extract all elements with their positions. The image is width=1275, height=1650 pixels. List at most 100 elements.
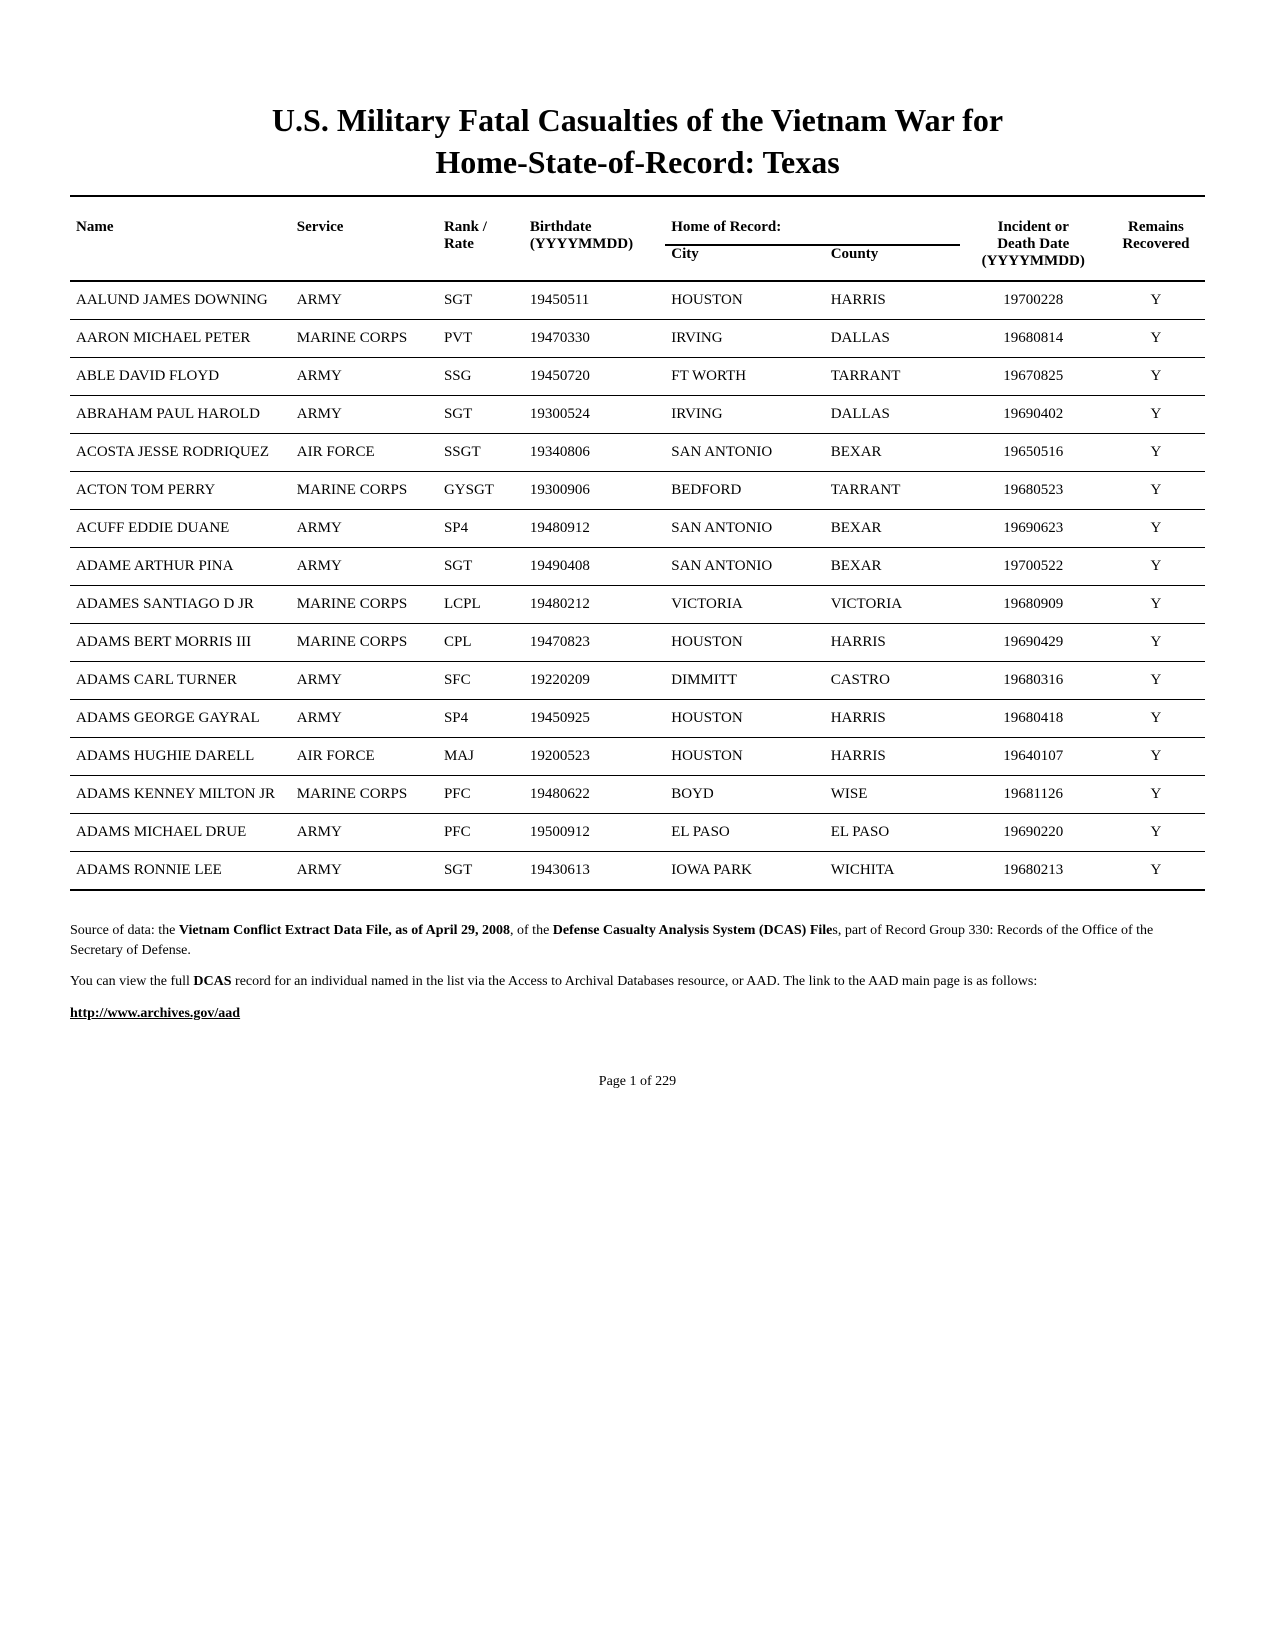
cell-birth: 19300906 (524, 472, 665, 510)
cell-rank: SSGT (438, 434, 524, 472)
cell-death: 19700522 (960, 548, 1107, 586)
cell-city: HOUSTON (665, 624, 824, 662)
cell-remains: Y (1107, 396, 1205, 434)
cell-name: ADAMS RONNIE LEE (70, 852, 291, 891)
title-line1: U.S. Military Fatal Casualties of the Vi… (272, 102, 1003, 138)
cell-birth: 19470330 (524, 320, 665, 358)
cell-city: IRVING (665, 320, 824, 358)
cell-service: AIR FORCE (291, 434, 438, 472)
cell-city: HOUSTON (665, 281, 824, 320)
cell-name: ADAMS BERT MORRIS III (70, 624, 291, 662)
cell-city: DIMMITT (665, 662, 824, 700)
cell-city: FT WORTH (665, 358, 824, 396)
cell-service: ARMY (291, 700, 438, 738)
cell-name: ABRAHAM PAUL HAROLD (70, 396, 291, 434)
cell-rank: SP4 (438, 510, 524, 548)
th-rank: Rank / Rate (438, 215, 524, 281)
cell-service: ARMY (291, 396, 438, 434)
casualties-table: Name Service Rank / Rate Birthdate (YYYY… (70, 215, 1205, 891)
table-row: ACOSTA JESSE RODRIQUEZAIR FORCESSGT19340… (70, 434, 1205, 472)
cell-city: BOYD (665, 776, 824, 814)
cell-rank: SGT (438, 281, 524, 320)
title-rule (70, 195, 1205, 197)
cell-death: 19680909 (960, 586, 1107, 624)
source-note: Source of data: the Vietnam Conflict Ext… (70, 921, 1205, 960)
cell-death: 19700228 (960, 281, 1107, 320)
table-row: ADAMS RONNIE LEEARMYSGT19430613IOWA PARK… (70, 852, 1205, 891)
cell-city: SAN ANTONIO (665, 510, 824, 548)
cell-remains: Y (1107, 852, 1205, 891)
th-remains-l1: Remains (1128, 219, 1184, 235)
cell-rank: CPL (438, 624, 524, 662)
cell-remains: Y (1107, 624, 1205, 662)
cell-remains: Y (1107, 472, 1205, 510)
cell-death: 19650516 (960, 434, 1107, 472)
cell-remains: Y (1107, 548, 1205, 586)
cell-rank: PVT (438, 320, 524, 358)
cell-death: 19680316 (960, 662, 1107, 700)
cell-rank: PFC (438, 814, 524, 852)
th-birth-l2: (YYYYMMDD) (530, 236, 633, 252)
th-hor-group: Home of Record: (665, 215, 959, 245)
cell-name: ADAMS MICHAEL DRUE (70, 814, 291, 852)
cell-remains: Y (1107, 738, 1205, 776)
cell-service: MARINE CORPS (291, 320, 438, 358)
cell-death: 19670825 (960, 358, 1107, 396)
table-row: ADAMS CARL TURNERARMYSFC19220209DIMMITTC… (70, 662, 1205, 700)
th-birth: Birthdate (YYYYMMDD) (524, 215, 665, 281)
cell-name: ACOSTA JESSE RODRIQUEZ (70, 434, 291, 472)
th-birth-l1: Birthdate (530, 219, 592, 235)
cell-service: MARINE CORPS (291, 472, 438, 510)
cell-name: ADAMS GEORGE GAYRAL (70, 700, 291, 738)
cell-rank: PFC (438, 776, 524, 814)
access-suffix: record for an individual named in the li… (232, 974, 1038, 989)
cell-city: IOWA PARK (665, 852, 824, 891)
cell-remains: Y (1107, 662, 1205, 700)
cell-county: DALLAS (825, 320, 960, 358)
table-row: ADAME ARTHUR PINAARMYSGT19490408SAN ANTO… (70, 548, 1205, 586)
cell-remains: Y (1107, 776, 1205, 814)
cell-city: HOUSTON (665, 700, 824, 738)
cell-birth: 19200523 (524, 738, 665, 776)
th-death-l1: Incident or (998, 219, 1069, 235)
cell-county: HARRIS (825, 281, 960, 320)
access-prefix: You can view the full (70, 974, 193, 989)
th-rank-l2: Rate (444, 236, 474, 252)
cell-county: HARRIS (825, 624, 960, 662)
access-note: You can view the full DCAS record for an… (70, 972, 1205, 992)
source-mid: , of the (510, 923, 553, 938)
cell-rank: SGT (438, 852, 524, 891)
cell-county: TARRANT (825, 358, 960, 396)
th-service: Service (291, 215, 438, 281)
table-row: ADAMS KENNEY MILTON JRMARINE CORPSPFC194… (70, 776, 1205, 814)
table-row: ACUFF EDDIE DUANEARMYSP419480912SAN ANTO… (70, 510, 1205, 548)
cell-birth: 19500912 (524, 814, 665, 852)
cell-remains: Y (1107, 434, 1205, 472)
cell-rank: SGT (438, 396, 524, 434)
cell-name: ACUFF EDDIE DUANE (70, 510, 291, 548)
aad-link[interactable]: http://www.archives.gov/aad (70, 1006, 240, 1021)
th-remains: Remains Recovered (1107, 215, 1205, 281)
cell-birth: 19340806 (524, 434, 665, 472)
cell-death: 19690220 (960, 814, 1107, 852)
cell-service: MARINE CORPS (291, 776, 438, 814)
th-rank-l1: Rank / (444, 219, 487, 235)
cell-name: ADAME ARTHUR PINA (70, 548, 291, 586)
cell-service: ARMY (291, 852, 438, 891)
cell-remains: Y (1107, 510, 1205, 548)
cell-county: BEXAR (825, 548, 960, 586)
cell-county: WICHITA (825, 852, 960, 891)
cell-death: 19680523 (960, 472, 1107, 510)
cell-county: EL PASO (825, 814, 960, 852)
cell-county: BEXAR (825, 510, 960, 548)
cell-birth: 19450720 (524, 358, 665, 396)
source-bold2: Defense Casualty Analysis System (DCAS) … (553, 923, 833, 938)
cell-city: SAN ANTONIO (665, 434, 824, 472)
cell-city: IRVING (665, 396, 824, 434)
th-remains-l2: Recovered (1122, 236, 1189, 252)
cell-city: VICTORIA (665, 586, 824, 624)
footer-notes: Source of data: the Vietnam Conflict Ext… (70, 921, 1205, 1023)
th-county: County (825, 245, 960, 281)
source-bold1: Vietnam Conflict Extract Data File, as o… (179, 923, 510, 938)
cell-death: 19680814 (960, 320, 1107, 358)
